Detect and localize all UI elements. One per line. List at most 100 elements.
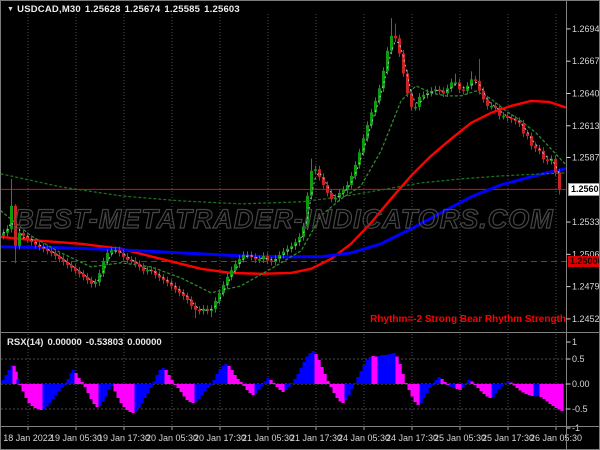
candle-bull: [242, 254, 245, 259]
candle-bear: [86, 276, 89, 281]
price-axis[interactable]: 1.26945 1.26675 1.26405 1.26135 1.25870 1.253…: [566, 1, 600, 450]
candle-bear: [122, 252, 125, 257]
candle-bull: [470, 79, 473, 86]
rsx-bar: [119, 384, 123, 403]
candle-bull: [450, 82, 453, 89]
osc-axis-label: -1: [572, 423, 580, 433]
rsx-bar: [149, 384, 153, 388]
candle-bear: [322, 176, 325, 185]
candle-bear: [438, 89, 441, 91]
candle-bull: [222, 284, 225, 293]
rsx-bar: [161, 368, 165, 384]
candle-bear: [134, 260, 137, 264]
osc-axis-label: 1: [572, 337, 577, 347]
rsx-bar: [275, 384, 279, 387]
candle-bear: [526, 133, 529, 136]
rsx-bar: [353, 383, 357, 384]
candle-bear: [510, 117, 513, 120]
rsx-bar: [36, 384, 40, 409]
candle-bear: [330, 192, 333, 199]
candle-bull: [370, 112, 373, 125]
candle-bull: [334, 197, 337, 200]
rsx-bar: [30, 384, 34, 406]
candle-bear: [46, 248, 49, 251]
candle-bear: [54, 252, 57, 256]
candle-bull: [106, 252, 109, 262]
rsx-bar: [131, 384, 135, 413]
rsx-bar: [263, 381, 267, 384]
rsx-bar: [24, 384, 28, 398]
candle-bear: [74, 267, 77, 271]
rsx-bar: [266, 378, 270, 384]
price-label: 1.25060: [572, 249, 600, 259]
candle-bull: [218, 292, 221, 301]
candle-bull: [18, 232, 21, 246]
rsx-bar: [203, 384, 207, 392]
rsx-bar: [182, 384, 186, 397]
rsx-bar: [143, 384, 147, 398]
candle-bear: [190, 299, 193, 306]
rsx-bar: [242, 384, 246, 386]
candle-bear: [402, 53, 405, 74]
rsx-bar: [209, 384, 213, 385]
panel-splitter[interactable]: [1, 332, 599, 333]
candle-bull: [386, 50, 389, 71]
rsx-bar: [212, 380, 216, 384]
rsx-bar: [359, 371, 363, 384]
rsx-bar: [485, 384, 489, 397]
rsx-bar: [137, 384, 141, 408]
rsx-bar: [533, 384, 537, 397]
rsx-bar: [377, 356, 381, 384]
candle-bear: [50, 250, 53, 253]
rsx-bar: [71, 370, 75, 384]
price-label: 1.26405: [572, 88, 600, 98]
price-label: 1.25330: [572, 217, 600, 227]
candle-bear: [474, 79, 477, 81]
rsx-bar: [227, 366, 231, 384]
candle-bull: [454, 82, 457, 84]
osc-axis-label: -0.5: [572, 404, 588, 414]
candle-bull: [298, 236, 301, 243]
rsx-bar: [458, 384, 462, 390]
candle-bear: [406, 73, 409, 94]
rsx-bar: [461, 384, 465, 388]
rhythm-strength-label: Rhythm=-2 Strong Bear Rhythm Strength: [370, 314, 566, 325]
rsx-bar: [326, 381, 330, 384]
rsx-bar: [347, 384, 351, 395]
rsx-bar: [188, 384, 192, 402]
rsx-bar: [350, 384, 354, 389]
chart-dropdown-icon[interactable]: ▼: [7, 6, 15, 13]
rsx-bar: [92, 384, 96, 404]
fast-dotted-ma: [2, 41, 560, 311]
rsx-bar: [57, 384, 61, 392]
indicator-title: RSX(14) 0.00000 -0.53803 0.00000: [7, 337, 166, 348]
rsx-bar: [167, 375, 171, 384]
rsx-bar: [83, 384, 87, 387]
price-label: 1.24790: [572, 282, 600, 292]
rsx-bar: [371, 356, 375, 384]
candle-bull: [282, 251, 285, 255]
indicator-value-1: 0.00000: [47, 337, 82, 348]
candle-bull: [418, 96, 421, 107]
rsx-bar: [4, 375, 8, 384]
candle-bear: [462, 89, 465, 91]
candle-bear: [542, 150, 545, 160]
rsx-bar: [69, 373, 73, 384]
rsx-bar: [362, 365, 366, 384]
rsx-bar: [200, 384, 204, 395]
price-label: 1.25870: [572, 152, 600, 162]
rsx-bar: [122, 384, 126, 407]
candle-bull: [238, 258, 241, 265]
rsx-bar: [311, 351, 315, 384]
candle-bear: [78, 270, 81, 274]
rsx-bar: [521, 384, 525, 393]
rsx-bar: [524, 384, 528, 394]
candle-bear: [166, 280, 169, 283]
rsx-bar: [125, 384, 129, 410]
candle-bull: [102, 261, 105, 274]
rsx-bar: [545, 384, 549, 402]
rsx-bar: [155, 375, 159, 384]
rsx-bar: [470, 381, 474, 384]
